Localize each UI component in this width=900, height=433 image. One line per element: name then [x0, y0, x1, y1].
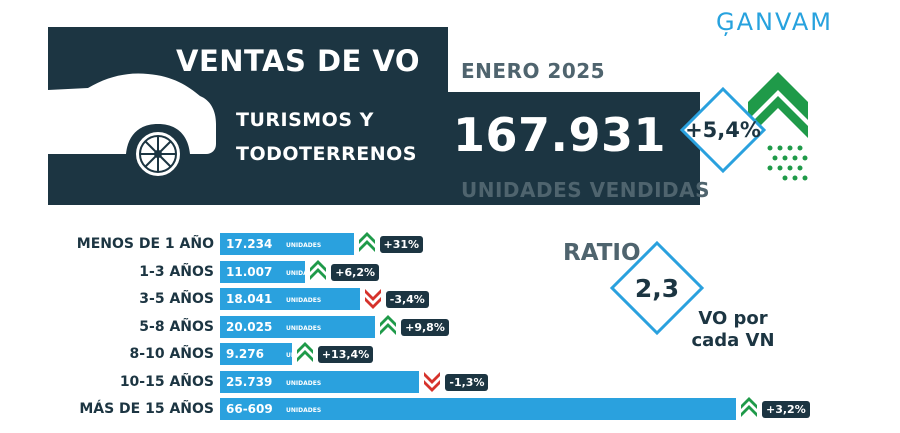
bar-value-label: 17.234 — [226, 237, 273, 251]
car-icon — [48, 73, 216, 180]
page-title: VENTAS DE VO — [176, 44, 421, 78]
bar-unit-label: UNIDADES — [286, 352, 322, 359]
ratio-note: VO por cada VN — [688, 308, 778, 352]
change-badge: +31% — [379, 236, 424, 253]
category-label: 3-5 AÑOS — [139, 291, 214, 307]
change-badge: +9,8% — [401, 318, 449, 336]
change-badge: +13,4% — [317, 346, 374, 363]
bar-value-label: 9.276 — [226, 347, 264, 361]
ratio-note-line-2: cada VN — [691, 330, 775, 351]
category-line-2: TODOTERRENOS — [236, 143, 417, 165]
up-arrow-icon — [741, 397, 757, 417]
bar — [220, 233, 354, 255]
bar — [220, 315, 376, 338]
category-label: 5-8 AÑOS — [139, 318, 214, 335]
change-badge: -3,4% — [385, 291, 429, 308]
ganvam-logo: ĢANVAM — [716, 8, 833, 36]
change-badge: +3,2% — [762, 401, 810, 418]
bar-value-label: 20.025 — [226, 319, 273, 334]
bar — [220, 288, 360, 310]
down-arrow-icon — [364, 289, 381, 309]
category-line-1: TURISMOS Y — [236, 109, 374, 131]
bar-unit-label: UNIDADES — [286, 407, 322, 414]
up-arrow-icon — [358, 232, 375, 252]
ratio-diamond — [609, 240, 705, 336]
down-arrow-icon — [424, 371, 441, 392]
bar-unit-label: UNIDADES — [286, 297, 322, 304]
bar-unit-label: UNIDADES — [286, 269, 322, 277]
bar — [220, 370, 420, 393]
up-arrow-icon — [296, 342, 313, 362]
category-label: TURISMOS Y TODOTERRENOS — [236, 103, 417, 171]
bar — [220, 343, 292, 365]
bar-value-label: 25.739 — [226, 374, 273, 389]
category-label: 8-10 AÑOS — [129, 346, 214, 362]
total-change-value: +5,4% — [685, 118, 761, 142]
bar-unit-label: UNIDADES — [286, 324, 322, 332]
period-label: ENERO 2025 — [461, 59, 606, 83]
bar — [220, 260, 306, 283]
category-label: MÁS DE 15 AÑOS — [79, 401, 214, 417]
total-units: 167.931 — [453, 108, 667, 162]
category-label: MENOS DE 1 AÑO — [76, 236, 214, 252]
total-units-label: UNIDADES VENDIDAS — [461, 178, 711, 202]
bar — [220, 398, 736, 420]
bar-value-label: 11.007 — [226, 264, 273, 279]
bar-unit-label: UNIDADES — [286, 379, 322, 387]
total-change-diamond — [679, 86, 767, 174]
up-arrow-icon — [310, 259, 327, 280]
change-badge: -1,3% — [445, 373, 489, 391]
bar-unit-label: UNIDADES — [286, 242, 322, 249]
category-label: 1-3 AÑOS — [139, 263, 214, 280]
ratio-note-line-1: VO por — [698, 308, 768, 329]
change-badge: +6,2% — [331, 263, 379, 281]
up-arrow-icon — [380, 314, 397, 335]
ratio-value: 2,3 — [634, 273, 680, 303]
ratio-label: RATIO — [563, 240, 641, 266]
category-label: 10-15 AÑOS — [119, 373, 214, 390]
growth-arrow-decoration — [748, 72, 808, 181]
bar-value-label: 66-609 — [226, 402, 273, 416]
bar-value-label: 18.041 — [226, 292, 273, 306]
